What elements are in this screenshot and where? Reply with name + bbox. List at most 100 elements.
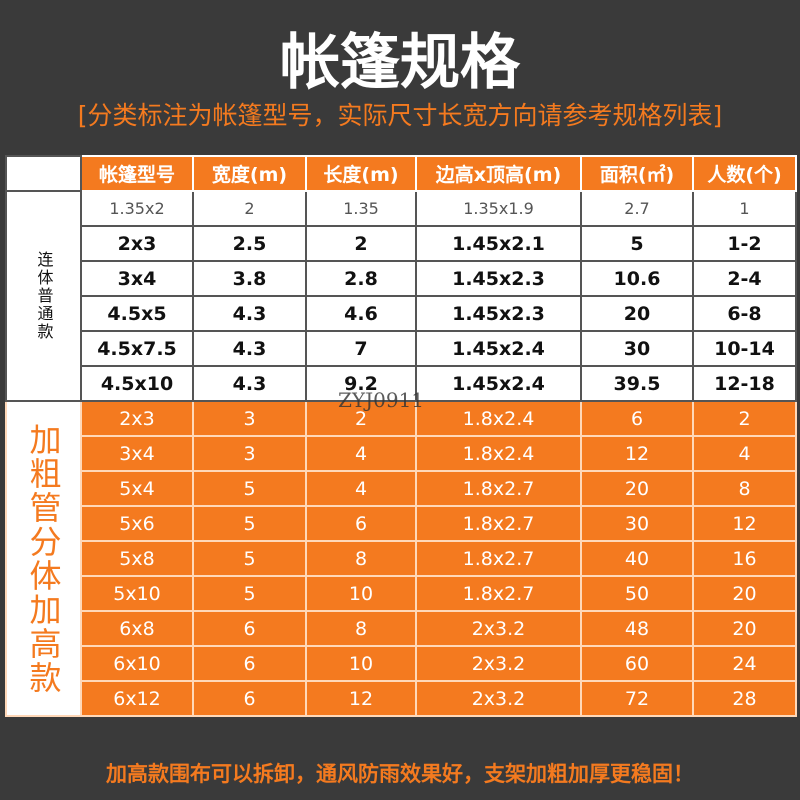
table-cell: 48: [580, 610, 694, 647]
table-row: 3x4 3 4 1.8x2.4 12 4: [6, 435, 797, 472]
table-cell: 4: [692, 435, 797, 472]
table-cell: 4.3: [192, 365, 307, 402]
table-cell: 1.45x2.3: [415, 295, 582, 332]
table-cell: 4: [305, 470, 417, 507]
table-cell: 20: [692, 610, 797, 647]
table-row: 3x4 3.8 2.8 1.45x2.3 10.6 2-4: [6, 260, 797, 297]
table-cell: 8: [692, 470, 797, 507]
table-cell: 3: [192, 435, 307, 472]
table-cell: 3: [192, 400, 307, 437]
table-row: 6x12 6 12 2x3.2 72 28: [6, 680, 797, 717]
table-cell: 12: [305, 680, 417, 717]
table-cell: 10: [305, 645, 417, 682]
table-cell: 10.6: [580, 260, 694, 297]
table-cell: 6: [305, 505, 417, 542]
table-cell: 2: [305, 400, 417, 437]
table-cell: 3x4: [80, 435, 194, 472]
table-cell: 4.3: [192, 295, 307, 332]
group-label: 连体普通款: [5, 190, 82, 402]
table-cell: 2x3: [80, 400, 194, 437]
table-cell: 1.45x2.1: [415, 225, 582, 262]
table-cell: 10-14: [692, 330, 797, 367]
table-cell: 5x8: [80, 540, 194, 577]
table-cell: 1.45x2.4: [415, 330, 582, 367]
table-cell: 5x6: [80, 505, 194, 542]
table-cell: 20: [580, 295, 694, 332]
table-cell: 72: [580, 680, 694, 717]
table-cell: 4.6: [305, 295, 417, 332]
column-header: 宽度(m): [192, 155, 307, 192]
table-cell: 7: [305, 330, 417, 367]
table-cell: 39.5: [580, 365, 694, 402]
watermark: ZYJ0911: [338, 388, 425, 412]
table-cell: 24: [692, 645, 797, 682]
table-cell: 4.5x10: [80, 365, 194, 402]
table-cell: 12-18: [692, 365, 797, 402]
title: 帐篷规格: [280, 28, 520, 98]
table-cell: 5: [192, 540, 307, 577]
table-cell: 2x3.2: [415, 680, 582, 717]
table-cell: 1-2: [692, 225, 797, 262]
table-cell: 5: [192, 575, 307, 612]
table-cell: 1.8x2.7: [415, 470, 582, 507]
table-cell: 6x8: [80, 610, 194, 647]
table-cell: 6: [192, 645, 307, 682]
table-row: 4.5x7.5 4.3 7 1.45x2.4 30 10-14: [6, 330, 797, 367]
table-cell: 6: [580, 400, 694, 437]
table-cell: 50: [580, 575, 694, 612]
table-cell: 9.2: [305, 365, 417, 402]
table-cell: 20: [692, 575, 797, 612]
table-cell: 6x12: [80, 680, 194, 717]
table-cell: 1.35x1.9: [415, 190, 582, 227]
table-cell: 4.5x7.5: [80, 330, 194, 367]
table-cell: 1.8x2.7: [415, 540, 582, 577]
table-cell: 60: [580, 645, 694, 682]
table-row: 4.5x10 4.3 9.2 1.45x2.4 39.5 12-18: [6, 365, 797, 402]
footer-note: 加高款围布可以拆卸，通风防雨效果好，支架加粗加厚更稳固！: [106, 762, 694, 786]
table-cell: 2x3.2: [415, 610, 582, 647]
table-cell: 3.8: [192, 260, 307, 297]
table-row: 6x10 6 10 2x3.2 60 24: [6, 645, 797, 682]
table-cell: 2: [692, 400, 797, 437]
table-cell: 28: [692, 680, 797, 717]
table-cell: 20: [580, 470, 694, 507]
column-header: 边高x顶高(m): [415, 155, 582, 192]
table-cell: 5x10: [80, 575, 194, 612]
table-cell: 1.45x2.3: [415, 260, 582, 297]
table-cell: 16: [692, 540, 797, 577]
table-cell: 6: [192, 680, 307, 717]
table-cell: 2.5: [192, 225, 307, 262]
column-header: 帐篷型号: [80, 155, 194, 192]
table-cell: 2-4: [692, 260, 797, 297]
table-cell: 1.35x2: [80, 190, 194, 227]
table-row: 连体普通款 1.35x2 2 1.35 1.35x1.9 2.7 1: [5, 190, 797, 402]
table-cell: 6-8: [692, 295, 797, 332]
table-cell: 1.8x2.7: [415, 575, 582, 612]
table-cell: 1.8x2.4: [415, 400, 582, 437]
table-cell: 12: [692, 505, 797, 542]
table-cell: 2: [192, 190, 307, 227]
table-cell: 5: [192, 505, 307, 542]
table-cell: 2x3: [80, 225, 194, 262]
header-row: 帐篷型号 宽度(m) 长度(m) 边高x顶高(m) 面积(㎡) 人数(个): [5, 155, 797, 192]
table-row: 5x6 5 6 1.8x2.7 30 12: [6, 505, 797, 542]
table-cell: 5: [580, 225, 694, 262]
spec-table: 帐篷型号 宽度(m) 长度(m) 边高x顶高(m) 面积(㎡) 人数(个) 连体普通款 1.3…: [5, 155, 797, 717]
corner-cell: [5, 155, 82, 192]
table-cell: 8: [305, 610, 417, 647]
table-cell: 6x10: [80, 645, 194, 682]
table-cell: 8: [305, 540, 417, 577]
table-cell: 4: [305, 435, 417, 472]
table-cell: 30: [580, 330, 694, 367]
table-cell: 3x4: [80, 260, 194, 297]
subtitle: [分类标注为帐篷型号，实际尺寸长宽方向请参考规格列表]: [77, 101, 723, 130]
table-cell: 30: [580, 505, 694, 542]
table-cell: 12: [580, 435, 694, 472]
table-row: 5x4 5 4 1.8x2.7 20 8: [6, 470, 797, 507]
table-cell: 4.5x5: [80, 295, 194, 332]
table-cell: 6: [192, 610, 307, 647]
column-header: 长度(m): [305, 155, 417, 192]
table-cell: 4.3: [192, 330, 307, 367]
table-cell: 5: [192, 470, 307, 507]
